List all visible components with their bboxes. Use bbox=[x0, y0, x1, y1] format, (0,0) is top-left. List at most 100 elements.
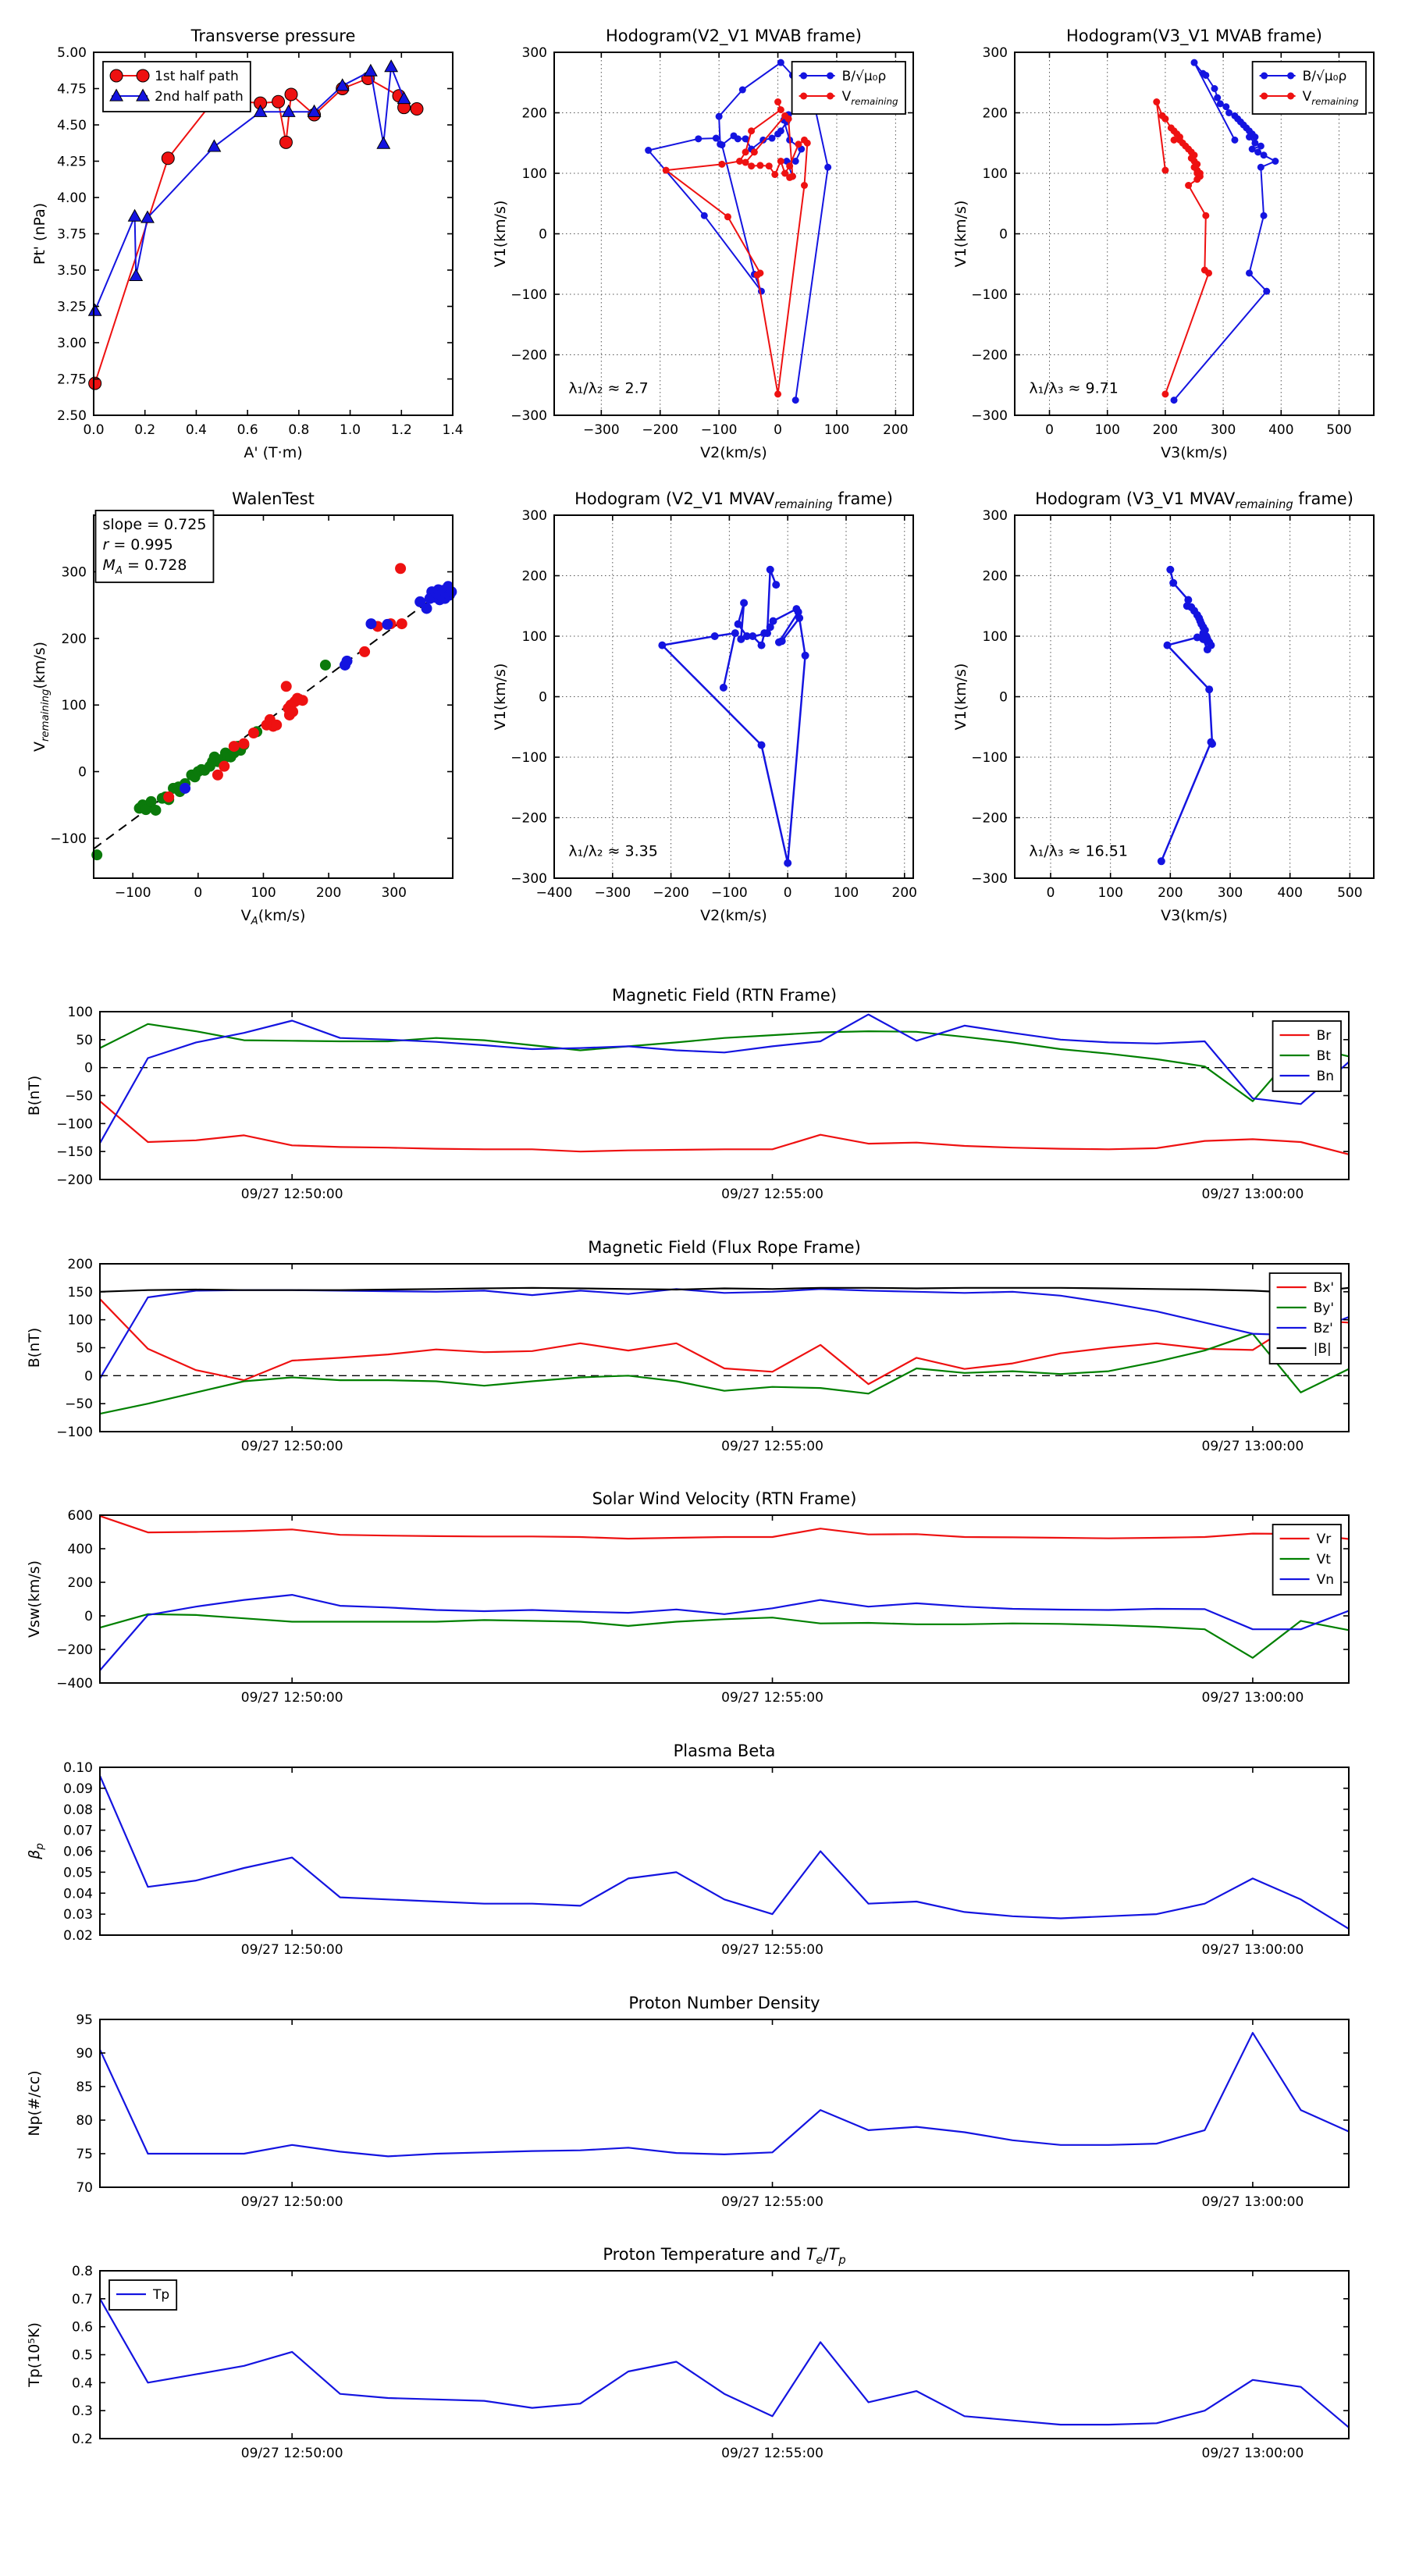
svg-text:0: 0 bbox=[999, 690, 1008, 706]
svg-text:400: 400 bbox=[1277, 885, 1302, 901]
svg-text:200: 200 bbox=[1153, 422, 1178, 438]
chart-title: Hodogram (V3_V1 MVAVremaining frame) bbox=[1035, 489, 1353, 511]
svg-text:Vremaining: Vremaining bbox=[842, 89, 898, 107]
svg-text:09/27 12:50:00: 09/27 12:50:00 bbox=[241, 1187, 343, 1202]
svg-text:0.2: 0.2 bbox=[72, 2432, 93, 2447]
svg-text:1.4: 1.4 bbox=[442, 422, 463, 438]
svg-text:100: 100 bbox=[983, 629, 1008, 645]
svg-text:09/27 12:50:00: 09/27 12:50:00 bbox=[241, 1690, 343, 1706]
svg-text:r = 0.995: r = 0.995 bbox=[103, 536, 173, 553]
x-axis-label: V3(km/s) bbox=[1161, 444, 1228, 461]
svg-text:09/27 13:00:00: 09/27 13:00:00 bbox=[1202, 1942, 1304, 1958]
svg-text:λ₁/λ₂ ≈ 3.35: λ₁/λ₂ ≈ 3.35 bbox=[568, 842, 657, 859]
svg-text:50: 50 bbox=[76, 1341, 93, 1357]
svg-text:300: 300 bbox=[522, 508, 547, 524]
svg-text:0: 0 bbox=[999, 227, 1008, 243]
chart-plasma-beta: 09/27 12:50:00 09/27 12:55:00 09/27 13:00:… bbox=[22, 1738, 1384, 1995]
svg-text:300: 300 bbox=[522, 45, 547, 61]
svg-text:09/27 13:00:00: 09/27 13:00:00 bbox=[1202, 2194, 1304, 2210]
legend: Tp bbox=[116, 2287, 169, 2303]
svg-text:0: 0 bbox=[84, 1609, 93, 1624]
svg-text:0: 0 bbox=[774, 422, 782, 438]
svg-text:0.6: 0.6 bbox=[237, 422, 258, 438]
y-axis-label: Np(#/cc) bbox=[26, 2070, 43, 2136]
svg-text:0.0: 0.0 bbox=[83, 422, 104, 438]
svg-text:−50: −50 bbox=[65, 1397, 93, 1412]
svg-text:0: 0 bbox=[539, 690, 547, 706]
svg-text:λ₁/λ₃ ≈ 9.71: λ₁/λ₃ ≈ 9.71 bbox=[1029, 379, 1118, 397]
x-axis-label: V3(km/s) bbox=[1161, 907, 1228, 924]
svg-text:−400: −400 bbox=[56, 1676, 93, 1692]
svg-text:−100: −100 bbox=[711, 885, 748, 901]
chart-title: Hodogram(V2_V1 MVAB frame) bbox=[606, 27, 862, 46]
svg-text:−300: −300 bbox=[971, 871, 1008, 887]
svg-text:200: 200 bbox=[883, 422, 908, 438]
svg-text:200: 200 bbox=[983, 569, 1008, 585]
svg-text:1st half path: 1st half path bbox=[155, 69, 239, 84]
chart-title: Solar Wind Velocity (RTN Frame) bbox=[592, 1489, 857, 1508]
svg-text:−150: −150 bbox=[56, 1144, 93, 1160]
svg-text:0: 0 bbox=[784, 885, 792, 901]
svg-text:300: 300 bbox=[1218, 885, 1243, 901]
svg-text:5.00: 5.00 bbox=[57, 45, 87, 61]
svg-text:100: 100 bbox=[1097, 885, 1122, 901]
chart-title: Proton Number Density bbox=[628, 1994, 820, 2012]
legend: B/√μ₀ρ Vremaining bbox=[1259, 69, 1359, 107]
chart-proton-temp: 09/27 12:50:00 09/27 12:55:00 09/27 13:00:… bbox=[22, 2241, 1384, 2499]
annotation: λ₁/λ₂ ≈ 3.35 bbox=[568, 842, 657, 859]
x-axis-label: A' (T·m) bbox=[244, 444, 302, 461]
svg-text:0.2: 0.2 bbox=[134, 422, 155, 438]
chart-title: Plasma Beta bbox=[674, 1742, 776, 1760]
svg-text:2nd half path: 2nd half path bbox=[155, 89, 244, 105]
svg-text:100: 100 bbox=[834, 885, 859, 901]
svg-text:50: 50 bbox=[76, 1033, 93, 1048]
svg-text:Tp: Tp bbox=[152, 2287, 169, 2303]
svg-text:100: 100 bbox=[251, 885, 276, 901]
svg-text:100: 100 bbox=[62, 698, 87, 713]
svg-text:Vt: Vt bbox=[1317, 1552, 1332, 1567]
svg-text:−200: −200 bbox=[56, 1642, 93, 1658]
svg-text:4.50: 4.50 bbox=[57, 118, 87, 133]
svg-text:09/27 13:00:00: 09/27 13:00:00 bbox=[1202, 2446, 1304, 2461]
legend: Br Bt Bn bbox=[1279, 1028, 1334, 1084]
svg-text:0.10: 0.10 bbox=[63, 1760, 93, 1776]
chart-title: Proton Temperature and Te/Tp bbox=[603, 2245, 845, 2267]
chart-proton-density: 09/27 12:50:00 09/27 12:55:00 09/27 13:00:… bbox=[22, 1990, 1384, 2247]
y-axis-label: Vremaining(km/s) bbox=[31, 642, 52, 752]
svg-text:09/27 12:50:00: 09/27 12:50:00 bbox=[241, 1942, 343, 1958]
svg-text:09/27 12:55:00: 09/27 12:55:00 bbox=[721, 1690, 823, 1706]
x-axis-label: VA(km/s) bbox=[241, 907, 306, 927]
y-axis-label: V1(km/s) bbox=[952, 664, 969, 731]
svg-text:−100: −100 bbox=[56, 1425, 93, 1440]
svg-text:−400: −400 bbox=[536, 885, 573, 901]
svg-text:0.05: 0.05 bbox=[63, 1865, 93, 1880]
annotation: slope = 0.725 r = 0.995 MA = 0.728 bbox=[94, 510, 215, 583]
svg-text:0.04: 0.04 bbox=[63, 1886, 93, 1902]
svg-text:200: 200 bbox=[522, 569, 547, 585]
svg-text:|B|: |B| bbox=[1314, 1341, 1332, 1357]
chart-title: Magnetic Field (RTN Frame) bbox=[612, 986, 837, 1005]
svg-text:−300: −300 bbox=[583, 422, 620, 438]
svg-text:3.75: 3.75 bbox=[57, 227, 87, 243]
svg-text:1.0: 1.0 bbox=[340, 422, 361, 438]
x-axis-label: V2(km/s) bbox=[700, 907, 767, 924]
svg-text:Vremaining: Vremaining bbox=[1303, 89, 1359, 107]
svg-text:200: 200 bbox=[68, 1575, 93, 1591]
svg-text:−200: −200 bbox=[971, 348, 1008, 364]
svg-text:200: 200 bbox=[68, 1257, 93, 1272]
y-axis-label: Tp(10⁵K) bbox=[26, 2322, 43, 2388]
chart-hodogram-v2v1-mvav: −400 −300 −200 −100 0 100 2003002001000−100−20… bbox=[488, 482, 925, 931]
svg-text:0: 0 bbox=[539, 227, 547, 243]
legend: Vr Vt Vn bbox=[1279, 1532, 1334, 1588]
svg-text:−100: −100 bbox=[971, 287, 1008, 303]
svg-text:0.5: 0.5 bbox=[72, 2348, 93, 2364]
svg-text:MA = 0.728: MA = 0.728 bbox=[103, 557, 187, 577]
chart-mag-fluxrope: 09/27 12:50:00 09/27 12:55:00 09/27 13:00:… bbox=[22, 1234, 1384, 1492]
svg-text:70: 70 bbox=[76, 2180, 93, 2196]
svg-text:Bz': Bz' bbox=[1314, 1321, 1333, 1336]
svg-text:300: 300 bbox=[1211, 422, 1236, 438]
svg-text:0.09: 0.09 bbox=[63, 1781, 93, 1797]
svg-text:0.7: 0.7 bbox=[72, 2292, 93, 2307]
svg-text:0.07: 0.07 bbox=[63, 1823, 93, 1839]
svg-text:3.00: 3.00 bbox=[57, 336, 87, 351]
